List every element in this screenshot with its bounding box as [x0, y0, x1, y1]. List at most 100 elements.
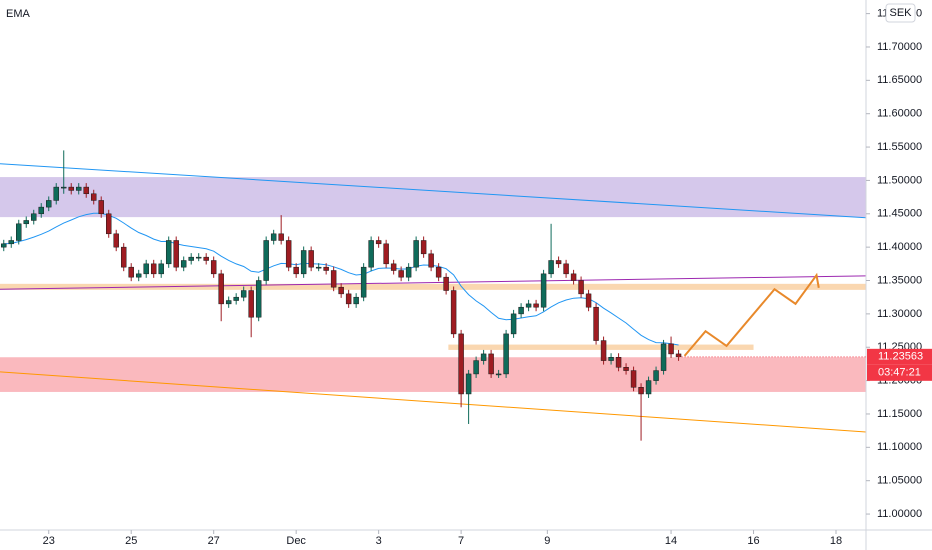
candle-body — [345, 293, 352, 305]
candle — [105, 209, 112, 238]
candle-body — [76, 186, 82, 191]
trendline — [0, 275, 866, 290]
candle-body — [330, 270, 337, 288]
last-price-box — [867, 348, 932, 365]
candle-body — [578, 280, 584, 295]
candle-body — [390, 263, 397, 271]
candle-body — [563, 263, 569, 275]
candle — [488, 349, 494, 378]
candle — [503, 329, 509, 378]
candle — [120, 243, 127, 272]
candle — [450, 286, 457, 338]
x-tick-label: Dec — [286, 535, 306, 547]
candle — [76, 183, 82, 195]
candle — [225, 296, 232, 308]
candle — [31, 209, 37, 225]
candle — [218, 269, 224, 322]
candle-body — [31, 213, 37, 221]
candle — [278, 215, 284, 245]
x-tick-label: 9 — [544, 535, 550, 547]
candle-body — [420, 240, 427, 255]
candle — [8, 236, 14, 248]
candle-body — [623, 367, 629, 371]
candle — [210, 256, 217, 278]
ema-line — [3, 212, 679, 346]
candle-body — [428, 253, 434, 268]
candle-body — [518, 306, 524, 315]
candle-body — [600, 340, 607, 361]
candle — [83, 183, 89, 198]
candle-body — [638, 387, 644, 395]
candle-body — [135, 273, 142, 278]
countdown-label: 03:47:21 — [878, 367, 921, 379]
candle-body — [113, 233, 119, 248]
currency-label: SEK — [889, 7, 912, 19]
trendline — [0, 163, 866, 219]
candle — [255, 276, 262, 322]
candle — [338, 283, 344, 298]
candle-body — [615, 356, 622, 368]
candle — [555, 256, 562, 268]
candle-body — [8, 240, 14, 245]
candle-body — [120, 246, 127, 268]
candle-body — [398, 270, 404, 278]
candle — [630, 366, 637, 392]
candle-body — [83, 186, 89, 195]
candle-body — [210, 260, 217, 275]
candle-body — [248, 290, 254, 318]
candle-body — [225, 300, 232, 305]
candle — [203, 253, 209, 265]
candle — [330, 266, 337, 292]
candle — [563, 259, 569, 278]
candle-body — [443, 276, 449, 291]
candle-body — [585, 293, 592, 308]
candle — [360, 263, 367, 302]
candle — [233, 293, 239, 305]
candle-body — [450, 290, 457, 335]
candle — [68, 183, 74, 195]
candle — [525, 299, 532, 312]
candle — [46, 196, 52, 212]
x-tick-label: 18 — [830, 535, 842, 547]
trendline — [0, 371, 866, 433]
zone — [0, 283, 866, 290]
x-tick-label: 14 — [665, 535, 677, 547]
candle-body — [533, 303, 539, 308]
candle-body — [338, 286, 344, 295]
candle — [1, 239, 7, 252]
candle — [308, 246, 314, 272]
candle-body — [383, 243, 389, 265]
indicator-label: EMA — [6, 8, 31, 20]
candle-body — [263, 240, 269, 281]
candle — [285, 236, 292, 272]
candle — [405, 263, 412, 282]
candle — [653, 366, 659, 385]
candle — [323, 263, 329, 275]
candle-body — [195, 256, 202, 259]
y-tick-label: 11.45000 — [877, 208, 922, 220]
candle-body — [593, 306, 599, 341]
candle-body — [158, 263, 164, 275]
candle-body — [180, 260, 187, 268]
candle — [600, 336, 607, 365]
currency-box — [885, 3, 916, 23]
candle-body — [233, 296, 239, 301]
y-tick-label: 11.15000 — [877, 408, 922, 420]
candle-body — [368, 240, 374, 268]
y-tick-label: 11.60000 — [877, 108, 922, 120]
zone — [0, 357, 866, 392]
candle — [495, 369, 502, 378]
candle — [300, 246, 307, 278]
x-tick-label: 23 — [43, 535, 55, 547]
candle — [428, 249, 434, 272]
candle-body — [353, 296, 359, 305]
candle-body — [240, 290, 247, 298]
candle — [150, 259, 157, 278]
plot-area — [0, 150, 866, 441]
candle — [473, 356, 479, 378]
candle-body — [278, 233, 284, 241]
y-tick-label: 11.05000 — [877, 475, 922, 487]
y-tick-label: 11.70000 — [877, 41, 922, 53]
candle — [53, 183, 59, 205]
